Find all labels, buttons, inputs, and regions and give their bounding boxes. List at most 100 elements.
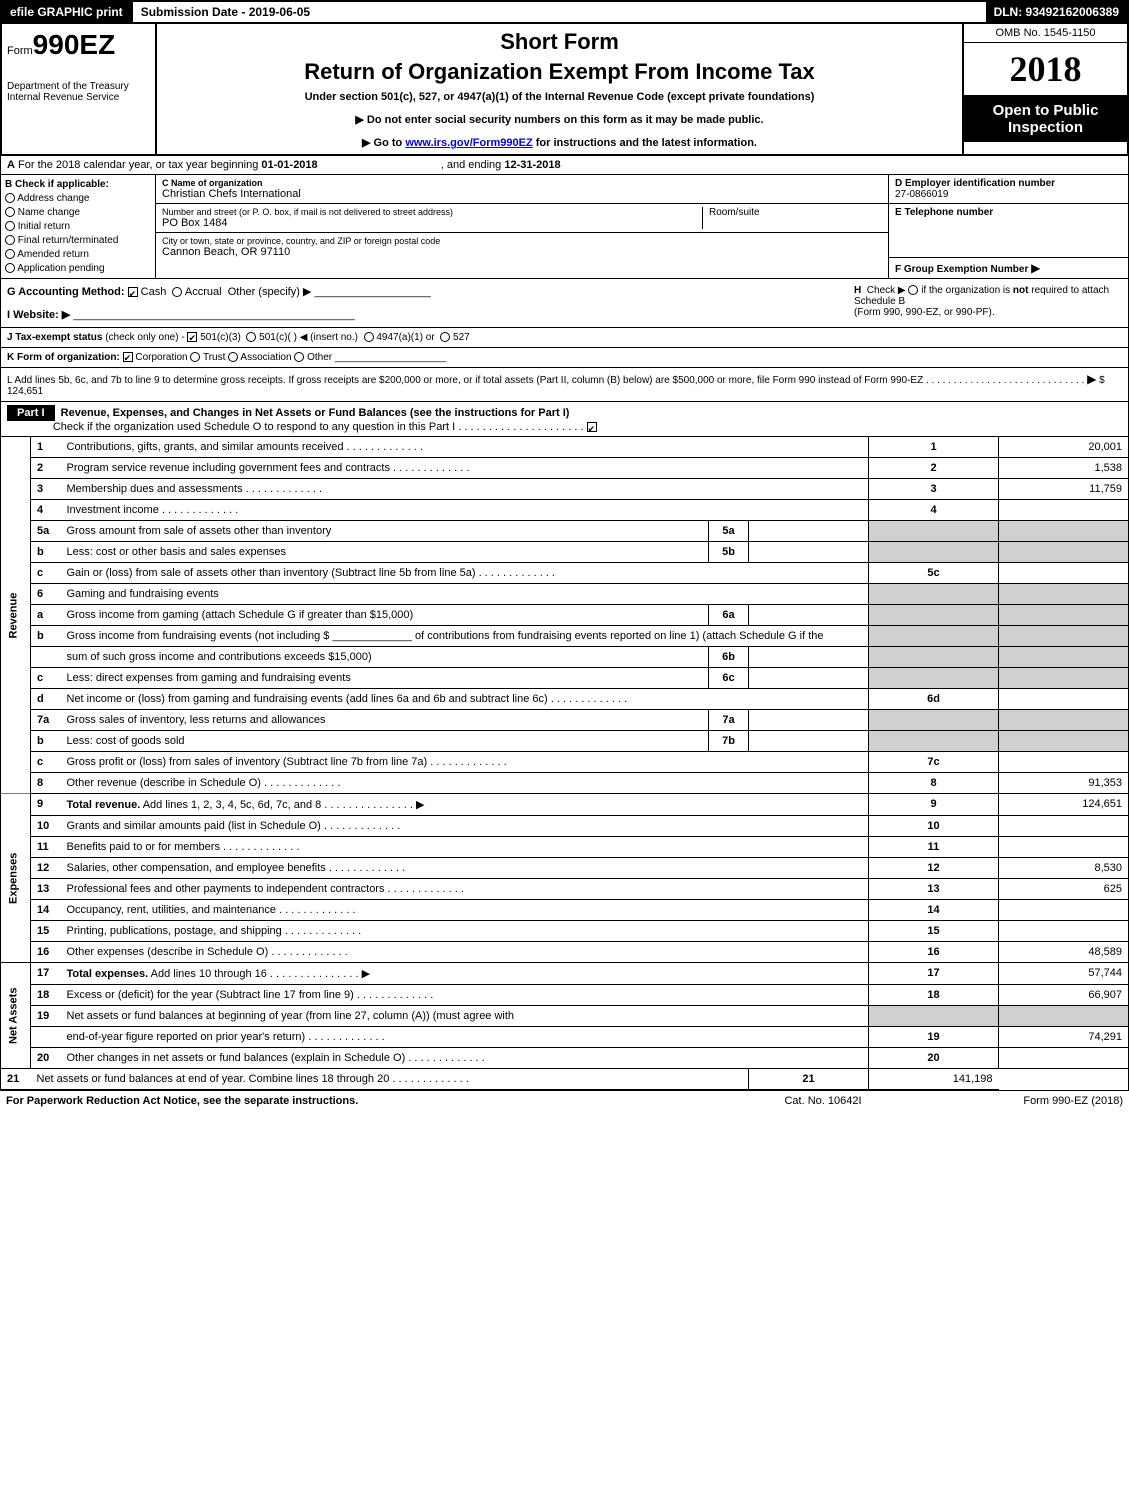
line-amount — [999, 500, 1129, 521]
accrual-radio[interactable] — [172, 287, 182, 297]
b-label: B — [5, 179, 12, 190]
h-checkbox[interactable] — [908, 285, 918, 295]
table-row: cGain or (loss) from sale of assets othe… — [1, 563, 1129, 584]
main-table: Revenue1Contributions, gifts, grants, an… — [0, 437, 1129, 1090]
section-c: C Name of organization Christian Chefs I… — [156, 175, 888, 278]
line-number: 19 — [31, 1006, 61, 1027]
line-col-number: 10 — [869, 816, 999, 837]
j-label: J Tax-exempt status — [7, 332, 102, 343]
line-col-number: 20 — [869, 1048, 999, 1069]
sub-line-amount — [749, 605, 869, 626]
line-amount: 11,759 — [999, 479, 1129, 500]
line-number: 13 — [31, 879, 61, 900]
header-center: Short Form Return of Organization Exempt… — [157, 24, 962, 154]
line-col-number: 13 — [869, 879, 999, 900]
line-number: c — [31, 668, 61, 689]
line-description: Membership dues and assessments . . . . … — [61, 479, 869, 500]
c-name-label: C Name of organization — [162, 178, 263, 188]
irs-label: Internal Revenue Service — [7, 92, 150, 103]
open-public-badge: Open to Public Inspection — [964, 96, 1127, 142]
line-amount — [999, 689, 1129, 710]
line-col-number: 14 — [869, 900, 999, 921]
j-opt1-check[interactable] — [187, 332, 197, 342]
line-col-number: 19 — [869, 1027, 999, 1048]
h-not: not — [1013, 285, 1029, 296]
table-row: 20Other changes in net assets or fund ba… — [1, 1048, 1129, 1069]
j-opt3-radio[interactable] — [364, 332, 374, 342]
b-option-radio-5[interactable] — [5, 263, 15, 273]
k-option-1[interactable] — [190, 352, 200, 362]
j-opt2: 501(c)( ) ◀ (insert no.) — [259, 332, 358, 343]
j-opt1: 501(c)(3) — [200, 332, 241, 343]
line-amount: 91,353 — [999, 773, 1129, 794]
line-number: c — [31, 563, 61, 584]
j-note: (check only one) - — [105, 332, 184, 343]
room-label: Room/suite — [709, 207, 882, 218]
line-description: Excess or (deficit) for the year (Subtra… — [61, 985, 869, 1006]
line-description: Total revenue. Add lines 1, 2, 3, 4, 5c,… — [61, 794, 869, 816]
h-text3: (Form 990, 990-EZ, or 990-PF). — [854, 307, 995, 318]
line-description: Occupancy, rent, utilities, and maintena… — [61, 900, 869, 921]
irs-link[interactable]: www.irs.gov/Form990EZ — [405, 137, 532, 149]
table-row: 8Other revenue (describe in Schedule O) … — [1, 773, 1129, 794]
line-amount-grey — [999, 542, 1129, 563]
j-opt4-radio[interactable] — [440, 332, 450, 342]
table-row: 6Gaming and fundraising events — [1, 584, 1129, 605]
submission-date: Submission Date - 2019-06-05 — [131, 2, 318, 22]
instr2-post: for instructions and the latest informat… — [533, 137, 757, 149]
j-opt2-radio[interactable] — [246, 332, 256, 342]
k-option-0[interactable] — [123, 352, 133, 362]
line-description: end-of-year figure reported on prior yea… — [61, 1027, 869, 1048]
cash-checkbox[interactable] — [128, 287, 138, 297]
line-number: b — [31, 542, 61, 563]
table-row: 7aGross sales of inventory, less returns… — [1, 710, 1129, 731]
sub-line-amount — [749, 710, 869, 731]
accrual-label: Accrual — [185, 286, 222, 298]
top-bar: efile GRAPHIC print Submission Date - 20… — [0, 0, 1129, 24]
k-option-3[interactable] — [294, 352, 304, 362]
group-exemption-label: F Group Exemption Number — [895, 264, 1028, 275]
line-number: a — [31, 605, 61, 626]
line-col-number: 8 — [869, 773, 999, 794]
cash-label: Cash — [141, 286, 167, 298]
line-description: Professional fees and other payments to … — [61, 879, 869, 900]
sub-line-number: 6b — [709, 647, 749, 668]
table-row: end-of-year figure reported on prior yea… — [1, 1027, 1129, 1048]
line-col-number: 6d — [869, 689, 999, 710]
b-option-radio-4[interactable] — [5, 249, 15, 259]
line-description: Gross income from fundraising events (no… — [61, 626, 869, 647]
expenses-section-label: Expenses — [1, 794, 31, 963]
line-description: Other changes in net assets or fund bala… — [61, 1048, 869, 1069]
i-label: I Website: ▶ — [7, 309, 70, 321]
line-description: Gross income from gaming (attach Schedul… — [61, 605, 709, 626]
table-row: 10Grants and similar amounts paid (list … — [1, 816, 1129, 837]
b-option-radio-0[interactable] — [5, 193, 15, 203]
line-description: Gaming and fundraising events — [61, 584, 869, 605]
org-name: Christian Chefs International — [162, 188, 882, 200]
line-col-number: 7c — [869, 752, 999, 773]
b-option-radio-2[interactable] — [5, 221, 15, 231]
line-description: sum of such gross income and contributio… — [61, 647, 709, 668]
line-description: Net assets or fund balances at beginning… — [61, 1006, 869, 1027]
table-row: 18Excess or (deficit) for the year (Subt… — [1, 985, 1129, 1006]
instruction-2: ▶ Go to www.irs.gov/Form990EZ for instru… — [162, 136, 957, 149]
line-col-grey — [869, 605, 999, 626]
line-description: Salaries, other compensation, and employ… — [61, 858, 869, 879]
row-l: L Add lines 5b, 6c, and 7b to line 9 to … — [0, 368, 1129, 402]
b-option-radio-1[interactable] — [5, 207, 15, 217]
line-description: Gross sales of inventory, less returns a… — [61, 710, 709, 731]
line-number — [31, 1027, 61, 1048]
b-option-radio-3[interactable] — [5, 235, 15, 245]
line-col-grey — [869, 1006, 999, 1027]
table-row: Net Assets17Total expenses. Add lines 10… — [1, 963, 1129, 985]
line-col-grey — [869, 542, 999, 563]
line-amount — [999, 816, 1129, 837]
line-number: 16 — [31, 942, 61, 963]
city-value: Cannon Beach, OR 97110 — [162, 246, 882, 258]
line-number — [31, 647, 61, 668]
k-option-2[interactable] — [228, 352, 238, 362]
part1-schedule-o-check[interactable] — [587, 422, 597, 432]
header-left: Form990EZ Department of the Treasury Int… — [2, 24, 157, 154]
line-amount-grey — [999, 626, 1129, 647]
sub-line-number: 6a — [709, 605, 749, 626]
